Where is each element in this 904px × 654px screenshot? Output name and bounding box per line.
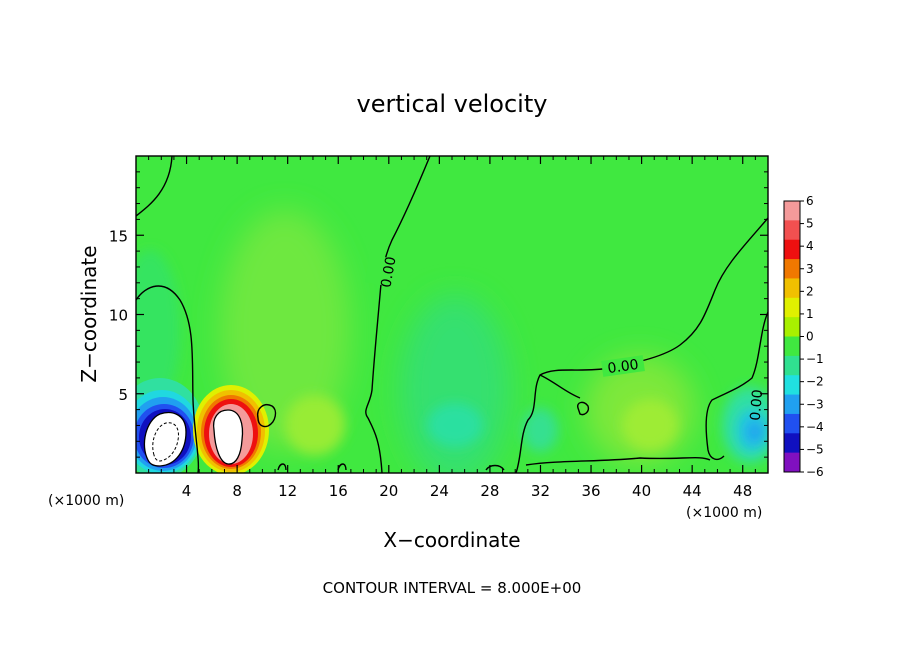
x-tick-label-6: 28 xyxy=(480,482,499,500)
colorbar-swatch-3 xyxy=(784,259,800,279)
colorbar-label-6: 0 xyxy=(806,330,814,344)
colorbar-swatch-4 xyxy=(784,278,800,299)
x-tick-label-0: 4 xyxy=(182,482,192,500)
downdraft-inner-contour xyxy=(152,422,179,462)
colorbar-swatch-0 xyxy=(784,201,800,221)
colorbar-swatch-9 xyxy=(784,375,800,396)
weak-updraft-region xyxy=(220,210,350,450)
plot-field xyxy=(136,156,768,473)
colorbar-label-11: −5 xyxy=(806,442,824,456)
upper-left-tint xyxy=(136,250,180,410)
x-tick-label-2: 12 xyxy=(278,482,297,500)
colorbar-swatch-6 xyxy=(784,317,800,337)
colorbar-label-0: 6 xyxy=(806,194,814,208)
colorbar-swatch-11 xyxy=(784,413,800,434)
colorbar-swatch-5 xyxy=(784,297,800,318)
colorbar-swatch-10 xyxy=(784,394,800,415)
x-tick-label-3: 16 xyxy=(329,482,348,500)
y-tick-label-1: 10 xyxy=(109,307,128,325)
colorbar-swatch-2 xyxy=(784,239,800,260)
chart-title: vertical velocity xyxy=(357,90,548,118)
x-tick-label-8: 36 xyxy=(581,482,600,500)
colorbar-label-9: −3 xyxy=(806,397,824,411)
weak-updraft-core-2 xyxy=(622,399,678,451)
x-axis-ticks: 4 8 12 16 20 24 28 32 36 40 44 48 xyxy=(148,156,756,500)
right-downdraft-center xyxy=(747,422,763,442)
colorbar-label-12: −6 xyxy=(806,465,824,479)
y-tick-label-0: 5 xyxy=(118,386,128,404)
colorbar: 6 5 4 3 2 1 0 −1 −2 −3 −4 −5 −6 xyxy=(783,194,824,479)
colorbar-swatch-1 xyxy=(784,220,800,241)
x-tick-label-7: 32 xyxy=(531,482,550,500)
x-tick-label-5: 24 xyxy=(430,482,449,500)
weak-downdraft-region xyxy=(400,295,510,473)
colorbar-label-2: 4 xyxy=(806,239,814,253)
y-tick-label-2: 15 xyxy=(109,227,128,245)
x-unit-right: (×1000 m) xyxy=(686,505,762,521)
x-tick-label-9: 40 xyxy=(632,482,651,500)
x-tick-label-4: 20 xyxy=(379,482,398,500)
colorbar-label-3: 3 xyxy=(806,262,814,276)
contour-label-2: 0.00 xyxy=(607,357,640,377)
weak-updraft-core xyxy=(285,395,345,455)
contour-label-1: 0.00 xyxy=(378,255,399,288)
x-axis-label: X−coordinate xyxy=(383,528,520,552)
updraft-core xyxy=(212,409,244,465)
colorbar-swatch-7 xyxy=(784,336,800,357)
x-unit-left: (×1000 m) xyxy=(48,493,124,509)
colorbar-swatch-8 xyxy=(784,355,800,376)
colorbar-label-5: 1 xyxy=(806,307,814,321)
colorbar-label-4: 2 xyxy=(806,284,814,298)
x-tick-label-1: 8 xyxy=(232,482,242,500)
colorbar-label-8: −2 xyxy=(806,375,824,389)
contour-label-3: 0.00 xyxy=(748,389,767,421)
colorbar-label-1: 5 xyxy=(806,217,814,231)
x-tick-label-11: 48 xyxy=(733,482,752,500)
y-axis-label: Z−coordinate xyxy=(77,245,101,382)
contour-labels: 0.00 0.00 0.00 xyxy=(364,254,767,421)
colorbar-swatch-13 xyxy=(784,452,800,473)
contour-interval-note: CONTOUR INTERVAL = 8.000E+00 xyxy=(323,579,582,597)
x-tick-label-10: 44 xyxy=(683,482,702,500)
colorbar-label-7: −1 xyxy=(806,352,824,366)
y-axis-ticks: 5 10 15 xyxy=(109,171,768,458)
colorbar-swatch-12 xyxy=(784,433,800,454)
weak-downdraft-core xyxy=(427,403,483,447)
weak-downdraft-core-2 xyxy=(522,408,558,452)
colorbar-label-10: −4 xyxy=(806,420,824,434)
